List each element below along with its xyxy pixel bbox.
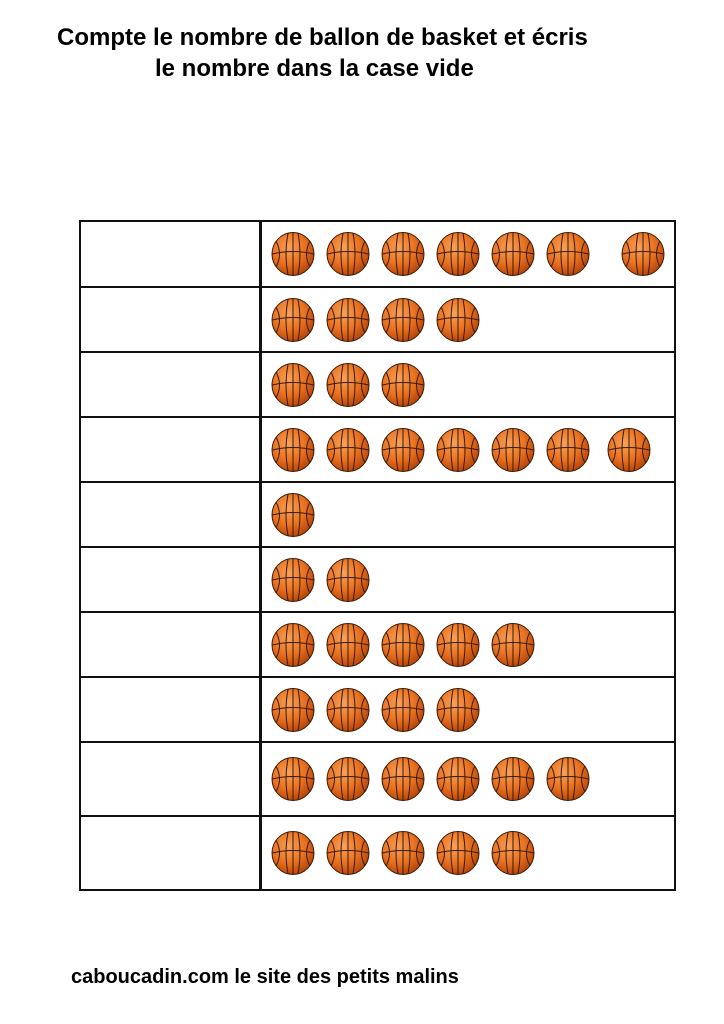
answer-box[interactable] bbox=[81, 288, 263, 353]
answer-input[interactable] bbox=[81, 483, 263, 548]
table-row bbox=[81, 353, 674, 418]
answer-input[interactable] bbox=[81, 353, 263, 418]
basketball-icon bbox=[271, 492, 315, 537]
balls-cell bbox=[262, 483, 674, 546]
balls-cell bbox=[262, 288, 674, 351]
basketball-icon bbox=[326, 362, 370, 407]
answer-box[interactable] bbox=[81, 483, 263, 548]
basketball-icon bbox=[381, 831, 425, 875]
balls-cell bbox=[262, 548, 674, 611]
basketball-icon bbox=[326, 687, 370, 732]
basketball-icon bbox=[381, 232, 425, 276]
answer-input[interactable] bbox=[81, 288, 263, 353]
basketball-icon bbox=[436, 757, 480, 801]
basketball-icon bbox=[381, 757, 425, 801]
basketball-icon bbox=[546, 232, 590, 276]
basketball-icon bbox=[381, 362, 425, 407]
basketball-icon bbox=[271, 757, 315, 801]
basketball-icon bbox=[381, 297, 425, 342]
basketball-icon bbox=[546, 427, 590, 472]
basketball-icon bbox=[271, 557, 315, 602]
basketball-icon bbox=[326, 831, 370, 875]
table-row bbox=[81, 222, 674, 288]
basketball-icon bbox=[491, 622, 535, 667]
table-row bbox=[81, 288, 674, 353]
answer-input[interactable] bbox=[81, 613, 263, 678]
basketball-icon bbox=[271, 687, 315, 732]
counting-table bbox=[79, 220, 676, 891]
basketball-icon bbox=[436, 297, 480, 342]
basketball-icon bbox=[491, 232, 535, 276]
basketball-icon bbox=[326, 297, 370, 342]
basketball-icon bbox=[326, 757, 370, 801]
basketball-icon bbox=[436, 687, 480, 732]
basketball-icon bbox=[491, 427, 535, 472]
instruction-line-2: le nombre dans la case vide bbox=[155, 55, 474, 82]
basketball-icon bbox=[271, 232, 315, 276]
instruction-line-1: Compte le nombre de ballon de basket et … bbox=[57, 24, 588, 51]
answer-box[interactable] bbox=[81, 743, 263, 817]
balls-cell bbox=[262, 817, 674, 889]
table-row bbox=[81, 548, 674, 613]
table-row bbox=[81, 483, 674, 548]
basketball-icon bbox=[491, 831, 535, 875]
table-row bbox=[81, 817, 674, 891]
basketball-icon bbox=[271, 362, 315, 407]
basketball-icon bbox=[436, 427, 480, 472]
table-row bbox=[81, 418, 674, 483]
basketball-icon bbox=[326, 232, 370, 276]
basketball-icon bbox=[381, 687, 425, 732]
basketball-icon bbox=[271, 831, 315, 875]
answer-input[interactable] bbox=[81, 222, 263, 288]
balls-cell bbox=[262, 613, 674, 676]
answer-box[interactable] bbox=[81, 353, 263, 418]
basketball-icon bbox=[436, 622, 480, 667]
basketball-icon bbox=[326, 557, 370, 602]
answer-box[interactable] bbox=[81, 222, 263, 288]
answer-input[interactable] bbox=[81, 548, 263, 613]
basketball-icon bbox=[326, 427, 370, 472]
answer-box[interactable] bbox=[81, 548, 263, 613]
answer-box[interactable] bbox=[81, 418, 263, 483]
basketball-icon bbox=[607, 427, 651, 472]
footer-text: caboucadin.com le site des petits malins bbox=[71, 966, 459, 988]
table-row bbox=[81, 743, 674, 817]
basketball-icon bbox=[436, 831, 480, 875]
answer-input[interactable] bbox=[81, 418, 263, 483]
basketball-icon bbox=[621, 232, 665, 276]
answer-input[interactable] bbox=[81, 678, 263, 743]
basketball-icon bbox=[271, 297, 315, 342]
table-row bbox=[81, 613, 674, 678]
basketball-icon bbox=[271, 622, 315, 667]
answer-box[interactable] bbox=[81, 613, 263, 678]
answer-input[interactable] bbox=[81, 743, 263, 817]
answer-box[interactable] bbox=[81, 678, 263, 743]
table-row bbox=[81, 678, 674, 743]
balls-cell bbox=[262, 678, 674, 741]
basketball-icon bbox=[491, 757, 535, 801]
answer-box[interactable] bbox=[81, 817, 263, 891]
basketball-icon bbox=[326, 622, 370, 667]
basketball-icon bbox=[381, 622, 425, 667]
balls-cell bbox=[262, 353, 674, 416]
answer-input[interactable] bbox=[81, 817, 263, 891]
basketball-icon bbox=[271, 427, 315, 472]
balls-cell bbox=[262, 418, 674, 481]
balls-cell bbox=[262, 222, 674, 286]
balls-cell bbox=[262, 743, 674, 815]
basketball-icon bbox=[546, 757, 590, 801]
basketball-icon bbox=[436, 232, 480, 276]
basketball-icon bbox=[381, 427, 425, 472]
